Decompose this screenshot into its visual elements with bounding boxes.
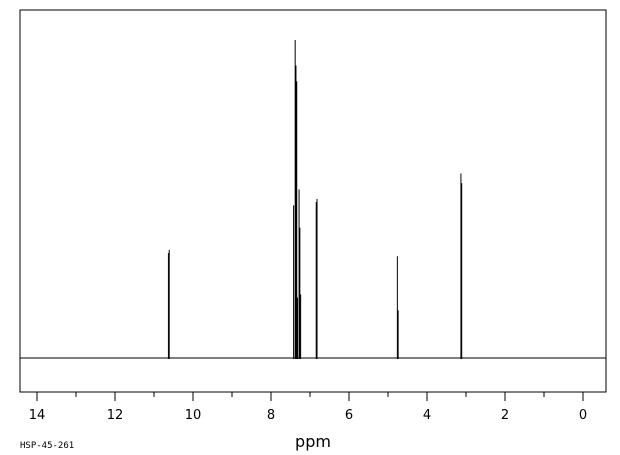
x-tick-label: 8 xyxy=(267,408,275,423)
x-axis-tick-labels: 14 12 10 8 6 4 2 0 xyxy=(29,408,587,423)
peak-lines xyxy=(167,40,463,359)
x-tick-label: 10 xyxy=(185,408,202,423)
spectrum-code: HSP-45-261 xyxy=(20,441,74,451)
x-tick-label: 14 xyxy=(29,408,46,423)
x-axis-label: ppm xyxy=(295,432,331,451)
x-tick-label: 12 xyxy=(107,408,124,423)
x-axis-ticks xyxy=(36,392,584,401)
x-tick-label: 6 xyxy=(345,408,353,423)
x-tick-label: 4 xyxy=(423,408,431,423)
x-tick-label: 2 xyxy=(501,408,509,423)
plot-frame xyxy=(19,9,607,393)
x-tick-label: 0 xyxy=(579,408,587,423)
